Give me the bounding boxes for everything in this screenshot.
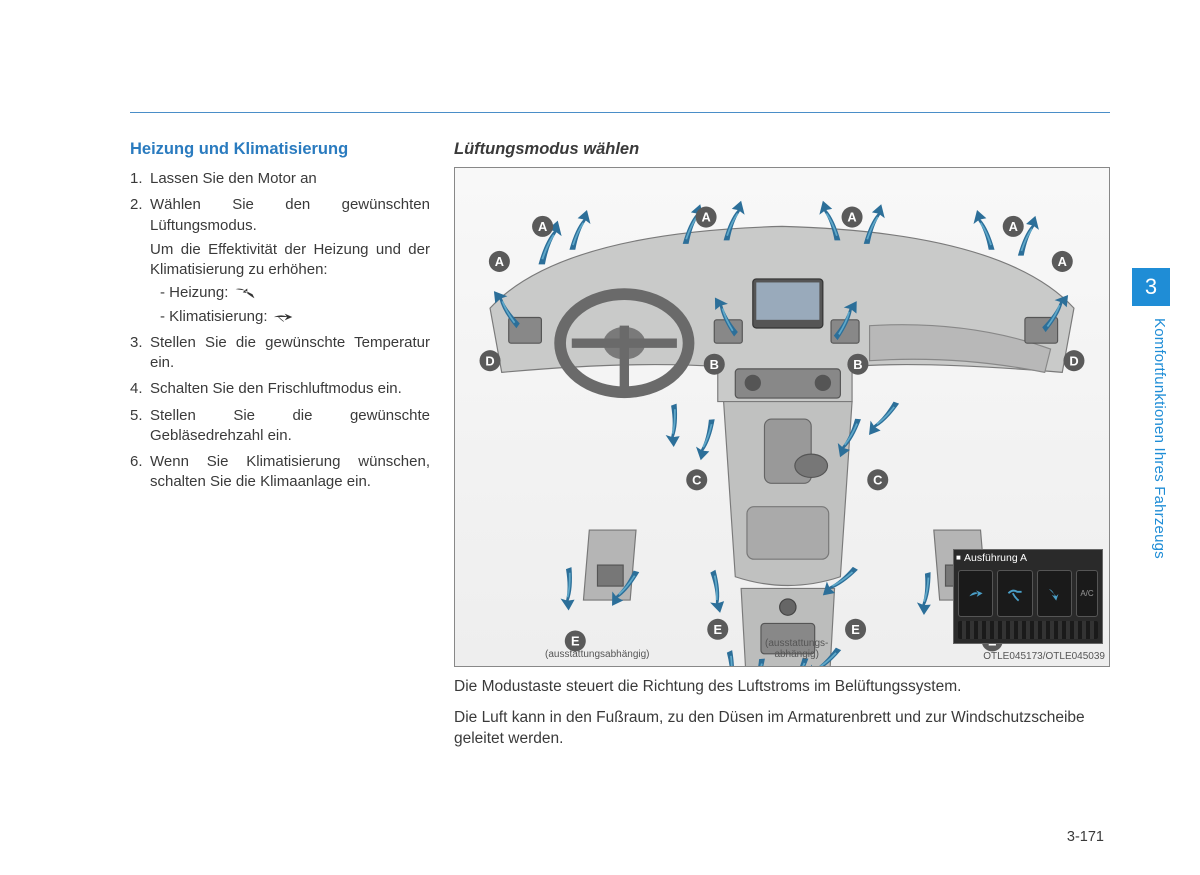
top-rule — [130, 112, 1110, 113]
step-1: Lassen Sie den Motor an — [130, 169, 430, 189]
svg-text:A: A — [1009, 219, 1018, 234]
cool-face-icon — [272, 310, 298, 324]
center-console — [724, 402, 852, 586]
step-6-text: Wenn Sie Klimatisierung wünschen, schalt… — [150, 453, 430, 490]
svg-text:D: D — [485, 353, 494, 368]
content-columns: Heizung und Klimatisierung Lassen Sie de… — [130, 140, 1110, 750]
svg-text:E: E — [713, 622, 722, 637]
step-2-text: Wählen Sie den gewünschten Lüftungsmodus… — [150, 196, 430, 233]
mode-btn-2 — [997, 570, 1032, 617]
manual-page: Heizung und Klimatisierung Lassen Sie de… — [0, 0, 1200, 875]
chapter-number: 3 — [1145, 274, 1157, 300]
mode-btn-3 — [1037, 570, 1072, 617]
figure-inset-title: Ausführung A — [954, 550, 1102, 566]
svg-text:A: A — [538, 219, 547, 234]
page-number: 3-171 — [1067, 829, 1104, 845]
svg-text:E: E — [851, 622, 860, 637]
mode-btn-4: A/C — [1076, 570, 1098, 617]
step-2-cool-label: - Klimatisierung: — [160, 308, 268, 325]
inset-buttons: A/C — [954, 566, 1102, 621]
figure-note-right: (ausstattungs- abhängig) — [765, 638, 828, 660]
step-2: Wählen Sie den gewünschten Lüftungsmodus… — [130, 195, 430, 327]
mode-btn-1 — [958, 570, 993, 617]
svg-text:C: C — [873, 472, 882, 487]
svg-text:B: B — [853, 357, 862, 372]
figure-note-left: (ausstattungsabhängig) — [545, 649, 650, 660]
svg-text:A: A — [1058, 254, 1067, 269]
step-3-text: Stellen Sie die gewünschte Temperatur ei… — [150, 334, 430, 371]
svg-text:A: A — [495, 254, 504, 269]
pillar-vent-left — [583, 530, 636, 600]
step-4: Schalten Sie den Frischluftmodus ein. — [130, 379, 430, 399]
figure-inset: Ausführung A A/C — [953, 549, 1103, 644]
svg-text:C: C — [692, 472, 701, 487]
svg-text:A: A — [701, 210, 710, 225]
step-2-cool: - Klimatisierung: — [150, 307, 430, 327]
step-4-text: Schalten Sie den Frischluftmodus ein. — [150, 380, 402, 397]
step-5-text: Stellen Sie die gewünschte Gebläsedrehza… — [150, 407, 430, 444]
step-2-heat-label: - Heizung: — [160, 284, 228, 301]
step-3: Stellen Sie die gewünschte Temperatur ei… — [130, 333, 430, 374]
chapter-tab: 3 — [1132, 268, 1170, 306]
ventilation-figure: A A A A A A B B D D C C E E — [454, 167, 1110, 667]
step-2-heat: - Heizung: — [150, 283, 430, 303]
heading-right: Lüftungsmodus wählen — [454, 140, 1110, 159]
heading-left: Heizung und Klimatisierung — [130, 140, 430, 159]
heat-floor-icon — [233, 286, 259, 300]
steps-list: Lassen Sie den Motor an Wählen Sie den g… — [130, 169, 430, 493]
body-paragraph-1: Die Modustaste steuert die Richtung des … — [454, 677, 1110, 698]
svg-text:B: B — [710, 357, 719, 372]
right-column: Lüftungsmodus wählen — [454, 140, 1110, 750]
svg-text:D: D — [1069, 353, 1078, 368]
chapter-side-label: Komfortfunktionen Ihres Fahrzeugs — [1151, 318, 1168, 559]
step-2-sub: Um die Effektivität der Heizung und der … — [150, 240, 430, 281]
left-column: Heizung und Klimatisierung Lassen Sie de… — [130, 140, 430, 750]
svg-text:A: A — [847, 210, 856, 225]
figure-reference: OTLE045173/OTLE045039 — [983, 651, 1105, 662]
body-paragraph-2: Die Luft kann in den Fußraum, zu den Düs… — [454, 708, 1110, 750]
step-6: Wenn Sie Klimatisierung wünschen, schalt… — [130, 452, 430, 493]
step-1-text: Lassen Sie den Motor an — [150, 170, 317, 187]
dashboard-shape — [490, 226, 1074, 401]
step-5: Stellen Sie die gewünschte Gebläsedrehza… — [130, 406, 430, 447]
svg-text:E: E — [571, 634, 580, 649]
